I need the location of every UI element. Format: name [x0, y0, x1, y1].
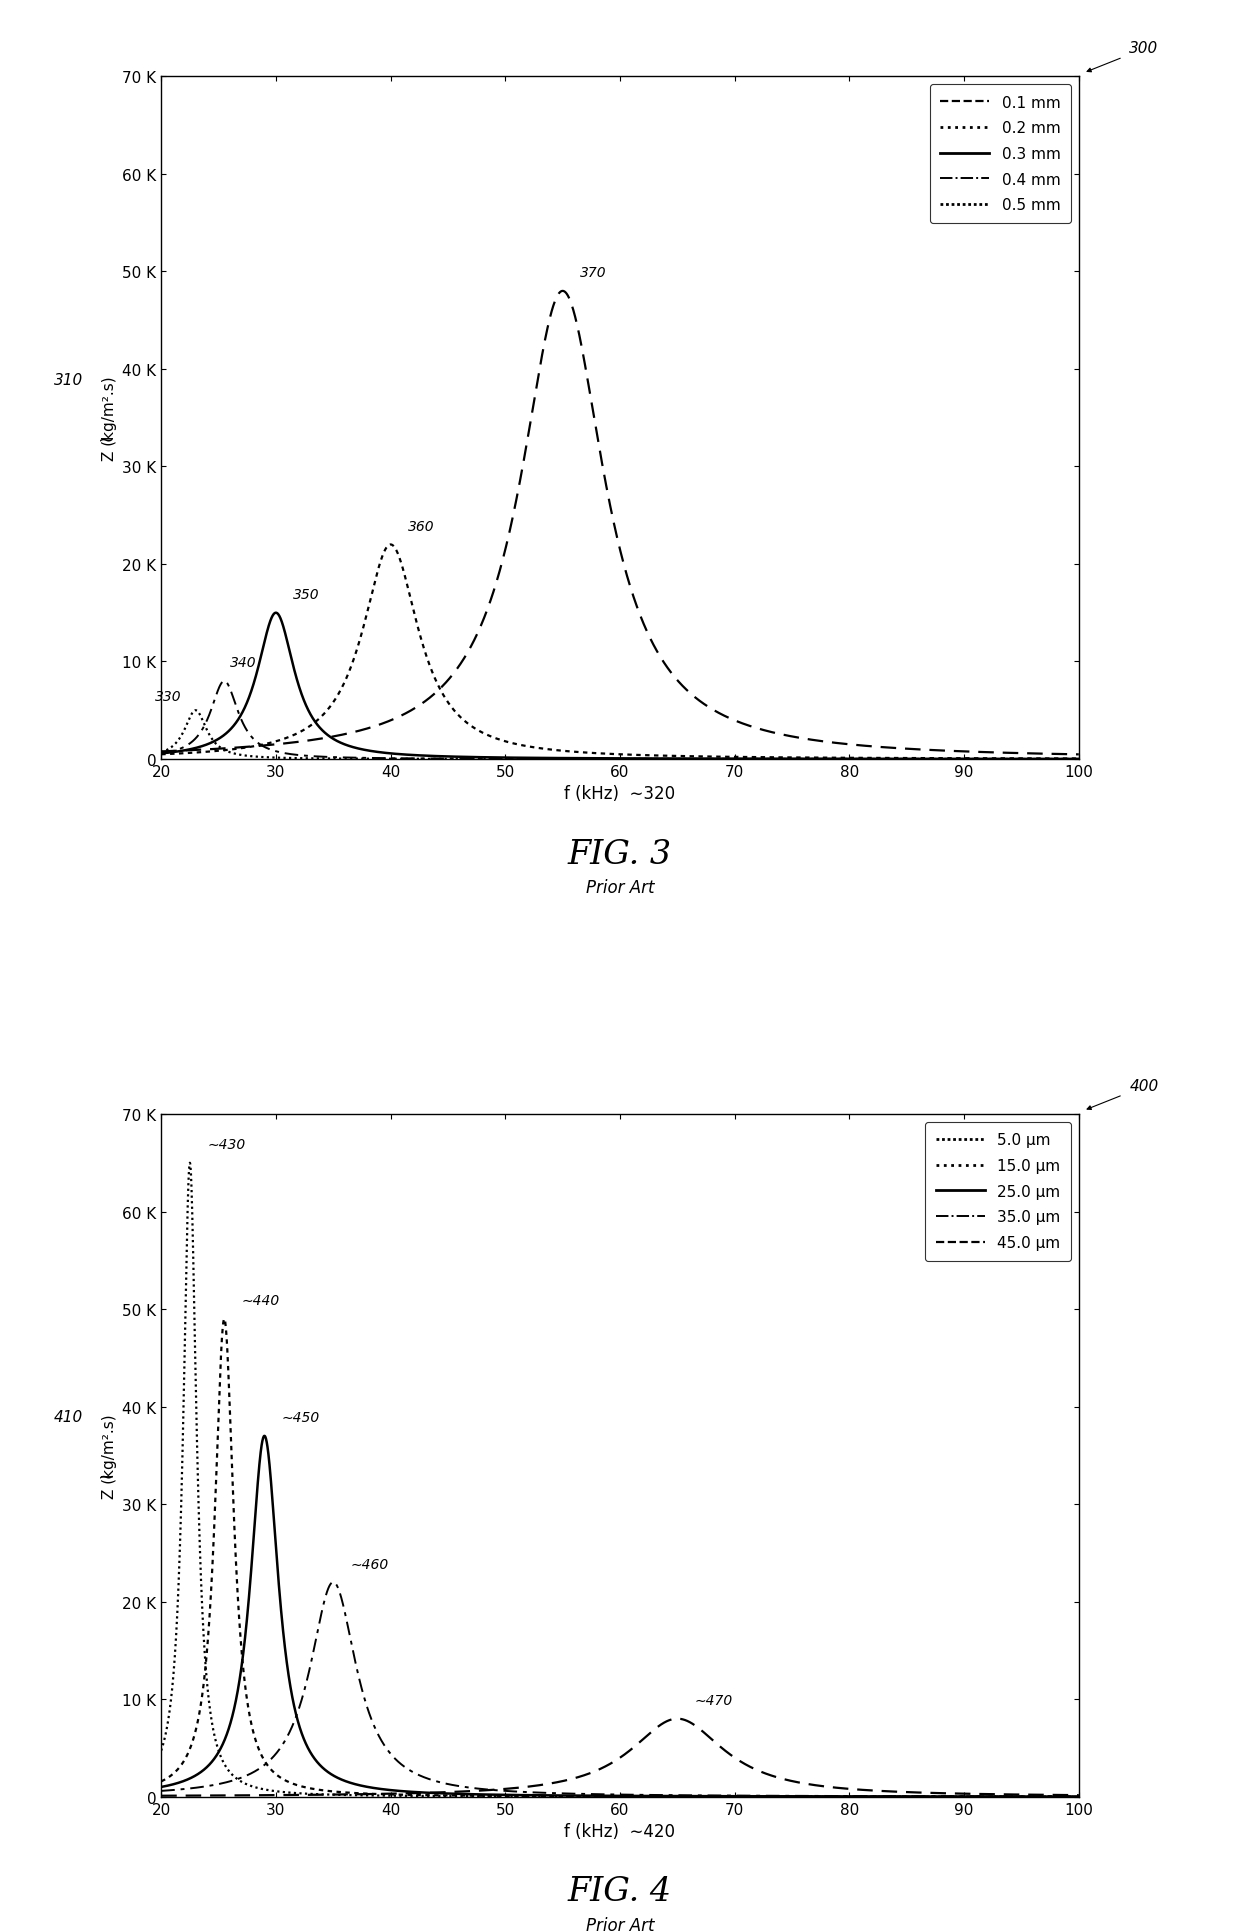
Text: ∼460: ∼460 [351, 1557, 388, 1571]
Text: FIG. 4: FIG. 4 [568, 1876, 672, 1907]
Text: FIG. 3: FIG. 3 [568, 838, 672, 869]
Legend: 0.1 mm, 0.2 mm, 0.3 mm, 0.4 mm, 0.5 mm: 0.1 mm, 0.2 mm, 0.3 mm, 0.4 mm, 0.5 mm [930, 85, 1071, 224]
Text: 300: 300 [1130, 41, 1158, 56]
Text: 360: 360 [408, 520, 434, 533]
Text: ∼450: ∼450 [281, 1410, 320, 1424]
Text: ∼470: ∼470 [694, 1692, 733, 1708]
Text: ∼: ∼ [98, 1468, 114, 1488]
Text: ∼: ∼ [98, 431, 114, 450]
X-axis label: f (kHz)  ∼320: f (kHz) ∼320 [564, 784, 676, 804]
Text: ∼430: ∼430 [207, 1138, 246, 1151]
X-axis label: f (kHz)  ∼420: f (kHz) ∼420 [564, 1822, 676, 1839]
Text: 340: 340 [231, 657, 257, 670]
Text: Prior Art: Prior Art [585, 879, 655, 896]
Text: 410: 410 [55, 1410, 83, 1424]
Y-axis label: Z (kg/m².s): Z (kg/m².s) [102, 1414, 117, 1497]
Text: ∼440: ∼440 [242, 1294, 280, 1308]
Text: 350: 350 [293, 587, 320, 601]
Text: 330: 330 [155, 690, 182, 703]
Y-axis label: Z (kg/m².s): Z (kg/m².s) [102, 377, 117, 460]
Text: 400: 400 [1130, 1078, 1158, 1094]
Text: Prior Art: Prior Art [585, 1917, 655, 1932]
Legend: 5.0 μm, 15.0 μm, 25.0 μm, 35.0 μm, 45.0 μm: 5.0 μm, 15.0 μm, 25.0 μm, 35.0 μm, 45.0 … [925, 1122, 1071, 1262]
Text: 310: 310 [55, 373, 83, 386]
Text: 370: 370 [580, 267, 606, 280]
